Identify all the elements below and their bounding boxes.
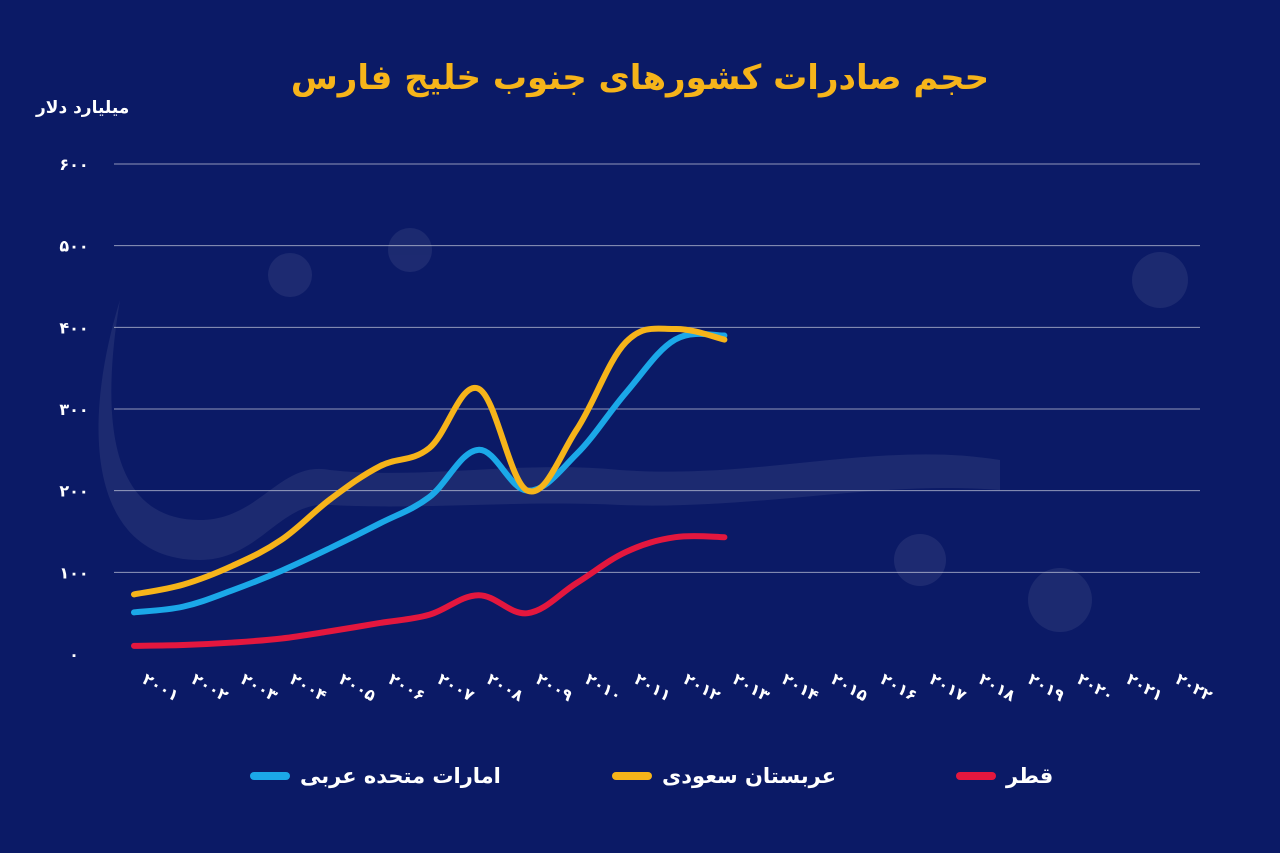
- x-tick-label: ۲۰۰۸: [483, 669, 527, 705]
- y-axis-ticks: ۰ ۱۰۰ ۲۰۰ ۳۰۰ ۴۰۰ ۵۰۰ ۶۰۰: [59, 155, 88, 664]
- legend-label-uae: امارات متحده عربی: [300, 764, 501, 788]
- x-tick-label: ۲۰۰۷: [434, 669, 478, 705]
- x-tick-label: ۲۰۱۱: [631, 669, 674, 705]
- legend-label-qatar: قطر: [1006, 764, 1054, 788]
- x-tick-label: ۲۰۰۱: [139, 669, 182, 705]
- y-axis-unit-label: میلیارد دلار: [36, 98, 130, 118]
- x-tick-label: ۲۰۱۰: [582, 669, 625, 705]
- legend-label-saudi: عربستان سعودی: [662, 764, 837, 788]
- x-tick-label: ۲۰۰۲: [188, 669, 232, 705]
- x-tick-label: ۲۰۱۷: [926, 669, 970, 705]
- x-tick-label: ۲۰۲۱: [1123, 669, 1166, 705]
- legend-item-qatar: قطر: [956, 762, 1053, 790]
- x-tick-label: ۲۰۱۴: [779, 669, 823, 705]
- series-line-1: [131, 325, 728, 598]
- x-axis-ticks: ۲۰۰۱ ۲۰۰۲ ۲۰۰۳ ۲۰۰۴ ۲۰۰۵ ۲۰۰۶ ۲۰۰۷ ۲۰۰۸ ۲۰۰۹ ۲۰۱۰…: [139, 669, 1216, 705]
- y-tick-label: ۵۰۰: [59, 237, 88, 256]
- x-tick-label: ۲۰۱۶: [877, 669, 920, 705]
- y-tick-label: ۲۰۰: [59, 482, 88, 501]
- x-tick-label: ۲۰۰۵: [336, 669, 380, 705]
- x-tick-label: ۲۰۰۹: [533, 669, 577, 705]
- series-line-2: [131, 533, 728, 649]
- y-tick-label: ۳۰۰: [59, 400, 88, 419]
- gridlines: [114, 163, 1200, 573]
- y-tick-label: ۰: [69, 645, 79, 664]
- x-tick-label: ۲۰۰۶: [385, 669, 428, 705]
- x-tick-label: ۲۰۲۰: [1074, 669, 1117, 705]
- watermark-logo: [98, 228, 1188, 632]
- series-line-0: [131, 330, 728, 616]
- legend-swatch-uae: [250, 772, 290, 780]
- x-tick-label: ۲۰۰۴: [287, 669, 331, 705]
- legend-item-saudi: عربستان سعودی: [612, 762, 836, 790]
- x-tick-label: ۲۰۰۳: [237, 669, 281, 705]
- x-tick-label: ۲۰۱۲: [680, 669, 724, 705]
- x-tick-label: ۲۰۱۹: [1025, 669, 1069, 705]
- x-tick-label: ۲۰۱۸: [975, 669, 1019, 705]
- legend-swatch-saudi: [612, 772, 652, 780]
- x-tick-label: ۲۰۱۳: [729, 669, 773, 705]
- y-tick-label: ۱۰۰: [59, 563, 88, 582]
- legend-swatch-qatar: [956, 772, 996, 780]
- legend-item-uae: امارات متحده عربی: [250, 762, 501, 790]
- chart-title: حجم صادرات کشورهای جنوب خلیج فارس: [290, 58, 990, 98]
- y-tick-label: ۶۰۰: [59, 155, 88, 174]
- series-lines: [131, 325, 728, 649]
- x-tick-label: ۲۰۲۲: [1172, 669, 1216, 705]
- x-tick-label: ۲۰۱۵: [828, 669, 872, 705]
- y-tick-label: ۴۰۰: [59, 318, 88, 337]
